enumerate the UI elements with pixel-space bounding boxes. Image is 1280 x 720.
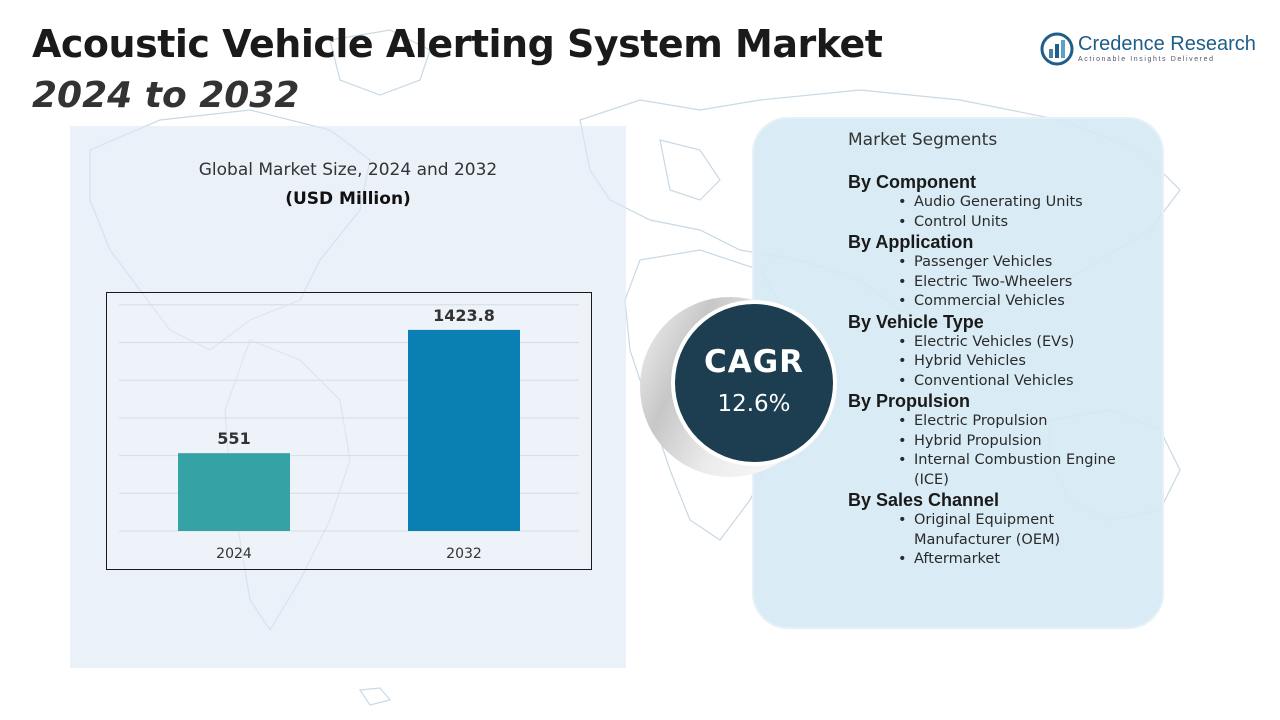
bullet-icon: • xyxy=(898,413,907,429)
segment-item-label: Hybrid Vehicles xyxy=(914,353,1026,369)
segment-item: • Hybrid Vehicles xyxy=(848,352,1148,372)
segment-items: • Audio Generating Units • Control Units xyxy=(848,193,1148,232)
bullet-icon: • xyxy=(898,333,907,350)
logo-name: Credence Research xyxy=(1078,33,1256,55)
chart-unit: (USD Million) xyxy=(285,189,411,209)
bullet-icon: • xyxy=(898,551,907,567)
segment-item: • Control Units xyxy=(848,213,1148,233)
segment-item-label: Passenger Vehicles xyxy=(914,254,1053,270)
segment-group: By Application • Passenger Vehicles • Electr… xyxy=(848,232,1148,312)
x-tick-label-2032: 2032 xyxy=(446,546,482,562)
segments-title: Market Segments xyxy=(848,130,998,150)
segment-group: By Component • Audio Generating Units • Cont… xyxy=(848,172,1148,232)
segment-item: • Aftermarket xyxy=(848,550,1148,570)
bullet-icon: • xyxy=(898,213,907,230)
cagr-circle xyxy=(671,300,837,466)
segment-item-label: Electric Vehicles (EVs) xyxy=(914,333,1075,350)
bullet-icon: • xyxy=(898,372,907,389)
segment-item: • Electric Propulsion xyxy=(848,412,1148,432)
bullet-icon: • xyxy=(898,194,907,210)
bullet-icon: • xyxy=(898,353,907,369)
segment-group-name: By Application xyxy=(848,232,974,252)
bar-2024 xyxy=(178,453,290,531)
segment-item: • Electric Vehicles (EVs) xyxy=(848,333,1148,353)
segment-item: • Original Equipment Manufacturer (OEM) xyxy=(848,511,1148,550)
segments-list: By Component • Audio Generating Units • Cont… xyxy=(848,172,1148,570)
credence-research-logo[interactable]: Credence Research Actionable Insights De… xyxy=(1040,32,1260,68)
segment-item-label: Commercial Vehicles xyxy=(914,293,1065,309)
bar-chart-svg: 551 2024 1423.8 2032 xyxy=(119,304,579,562)
data-label-2024: 551 xyxy=(217,429,250,448)
segment-group: By Vehicle Type • Electric Vehicles (EVs) •… xyxy=(848,312,1148,392)
bullet-icon: • xyxy=(898,273,907,290)
page-subtitle: 2024 to 2032 xyxy=(32,75,300,116)
chart-heading: Global Market Size, 2024 and 2032 xyxy=(198,160,498,180)
data-label-2032: 1423.8 xyxy=(433,306,495,325)
segment-item-label: Hybrid Propulsion xyxy=(914,432,1042,449)
segment-item: • Passenger Vehicles xyxy=(848,253,1148,273)
x-tick-label-2024: 2024 xyxy=(216,546,252,562)
segment-items: • Electric Vehicles (EVs) • Hybrid Vehicles… xyxy=(848,333,1148,392)
bullet-icon: • xyxy=(898,254,907,270)
segment-item-label: Audio Generating Units xyxy=(914,194,1083,210)
bar-chart-logo-icon xyxy=(1040,32,1074,66)
segment-items: • Passenger Vehicles • Electric Two-Wheeler… xyxy=(848,253,1148,312)
segment-item-label: Aftermarket xyxy=(914,551,1001,567)
bullet-icon: • xyxy=(898,452,907,468)
segment-items: • Original Equipment Manufacturer (OEM) • A… xyxy=(848,511,1148,570)
segment-item: • Conventional Vehicles xyxy=(848,372,1148,392)
segment-item-label: Conventional Vehicles xyxy=(914,372,1074,389)
segment-group-name: By Component xyxy=(848,172,976,192)
segment-item: • Internal Combustion Engine (ICE) xyxy=(848,451,1148,490)
segment-item: • Electric Two-Wheelers xyxy=(848,273,1148,293)
segment-item-label: Electric Propulsion xyxy=(914,413,1048,429)
segment-item-label: Original Equipment Manufacturer (OEM) xyxy=(914,512,1061,548)
bar-2032 xyxy=(408,329,520,531)
cagr-label: CAGR xyxy=(703,344,805,380)
segment-group: By Propulsion • Electric Propulsion • Hybrid… xyxy=(848,391,1148,490)
bar-chart: 551 2024 1423.8 2032 xyxy=(106,292,592,570)
segment-item: • Audio Generating Units xyxy=(848,193,1148,213)
bullet-icon: • xyxy=(898,512,907,528)
chart-panel xyxy=(70,126,626,668)
segment-group-name: By Sales Channel xyxy=(848,490,1000,510)
segment-item: • Commercial Vehicles xyxy=(848,292,1148,312)
logo-tagline: Actionable Insights Delivered xyxy=(1078,56,1215,63)
segment-items: • Electric Propulsion • Hybrid Propulsion • I… xyxy=(848,412,1148,490)
page-title: Acoustic Vehicle Alerting System Market xyxy=(32,22,883,66)
bullet-icon: • xyxy=(898,293,907,309)
segment-item-label: Internal Combustion Engine (ICE) xyxy=(914,452,1116,488)
bullet-icon: • xyxy=(898,432,907,449)
segment-group: By Sales Channel • Original Equipment Manu… xyxy=(848,490,1148,570)
segment-group-name: By Vehicle Type xyxy=(848,311,984,332)
segment-item: • Hybrid Propulsion xyxy=(848,432,1148,452)
segment-item-label: Control Units xyxy=(914,213,1009,230)
segment-item-label: Electric Two-Wheelers xyxy=(914,273,1073,290)
segment-group-name: By Propulsion xyxy=(848,391,971,411)
cagr-value: 12.6% xyxy=(717,391,791,417)
